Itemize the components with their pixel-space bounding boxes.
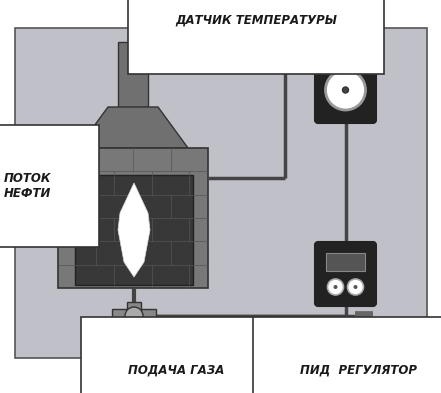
Text: ПОТОК
НЕФТИ: ПОТОК НЕФТИ [4,172,52,200]
Circle shape [125,307,143,325]
Polygon shape [78,107,188,148]
Bar [15,28,427,358]
Text: ДАТЧИК ТЕМПЕРАТУРЫ: ДАТЧИК ТЕМПЕРАТУРЫ [175,14,337,27]
Polygon shape [118,183,150,277]
Bar [326,253,365,271]
Bar [75,175,193,285]
Text: ПОДАЧА ГАЗА: ПОДАЧА ГАЗА [128,364,224,377]
Circle shape [343,87,348,93]
FancyBboxPatch shape [315,242,376,306]
Text: ПИД  РЕГУЛЯТОР: ПИД РЕГУЛЯТОР [300,364,417,377]
Circle shape [325,70,366,110]
Bar [118,42,148,107]
Circle shape [348,279,363,295]
Circle shape [328,279,344,295]
Bar [58,148,208,288]
Circle shape [354,285,358,289]
Circle shape [333,285,337,289]
Bar [127,302,141,330]
Bar [112,309,156,323]
FancyBboxPatch shape [315,37,376,123]
